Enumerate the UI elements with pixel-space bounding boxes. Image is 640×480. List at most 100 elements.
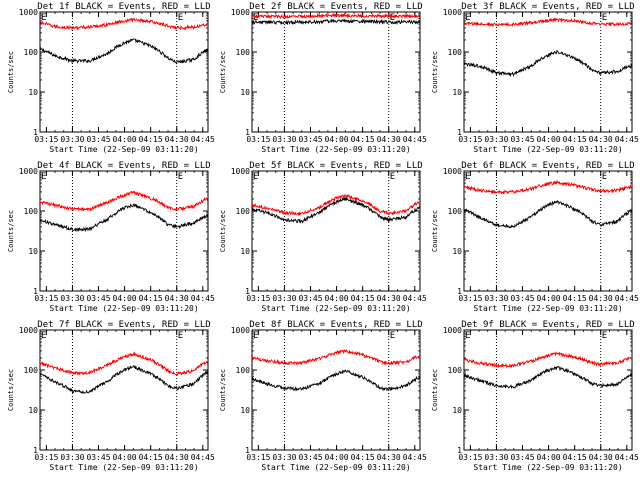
y-tick-label: 10 <box>240 88 250 97</box>
x-tick-label: 04:15 <box>563 135 587 144</box>
y-tick-label: 100 <box>24 366 39 375</box>
lld-series-line <box>40 351 208 377</box>
x-tick-label: 04:45 <box>191 135 215 144</box>
y-tick-label: 1000 <box>443 167 462 176</box>
y-tick-label: 1000 <box>19 326 38 335</box>
panel-det-4: Det 4f BLACK = Events, RED = LLD 1 10 100 10… <box>7 161 215 313</box>
x-tick-label: 03:45 <box>86 135 110 144</box>
y-tick-label: 1000 <box>19 8 38 17</box>
y-tick-label: 10 <box>28 406 38 415</box>
panel-det-5: Det 5f BLACK = Events, RED = LLD 1 10 100 10… <box>219 161 427 313</box>
x-tick-label: 03:30 <box>484 453 508 462</box>
x-tick-label: 04:00 <box>325 135 349 144</box>
x-axis-label: Start Time (22-Sep-09 03:11:20) <box>261 463 410 472</box>
x-tick-label: 04:15 <box>351 453 375 462</box>
events-series-line <box>40 203 208 233</box>
corner-marker-label: E <box>253 331 258 341</box>
y-tick-label: 1 <box>33 287 38 296</box>
x-tick-label: 03:30 <box>60 135 84 144</box>
chart-title: Det 7f BLACK = Events, RED = LLD <box>37 320 210 330</box>
x-tick-label: 03:15 <box>458 453 482 462</box>
lld-series-line <box>40 17 208 31</box>
plot-frame <box>251 170 421 292</box>
plot-frame <box>463 11 633 133</box>
x-tick-label: 04:00 <box>113 135 137 144</box>
x-tick-label: 04:15 <box>563 453 587 462</box>
x-tick-label: 03:45 <box>510 294 534 303</box>
corner-marker-label: E <box>465 331 470 341</box>
y-tick-label: 100 <box>448 207 463 216</box>
x-axis-label: Start Time (22-Sep-09 03:11:20) <box>473 145 622 154</box>
x-tick-label: 03:30 <box>272 453 296 462</box>
time-marker-label: E <box>178 172 183 182</box>
y-tick-label: 1000 <box>443 8 462 17</box>
time-marker-label: E <box>178 331 183 341</box>
chart-title: Det 1f BLACK = Events, RED = LLD <box>37 2 210 12</box>
x-tick-label: 04:30 <box>589 135 613 144</box>
y-tick-label: 100 <box>24 207 39 216</box>
panel-det-9: Det 9f BLACK = Events, RED = LLD 1 10 100 10… <box>431 320 639 472</box>
chart-title: Det 3f BLACK = Events, RED = LLD <box>461 2 634 12</box>
y-tick-label: 100 <box>448 48 463 57</box>
panel-det-8: Det 8f BLACK = Events, RED = LLD 1 10 100 10… <box>219 320 427 472</box>
time-marker-label: E <box>178 13 183 23</box>
lld-series-line <box>464 351 632 369</box>
corner-marker-label: E <box>41 172 46 182</box>
plot-frame <box>251 329 421 451</box>
y-tick-label: 100 <box>24 48 39 57</box>
corner-marker-label: E <box>465 172 470 182</box>
events-series-line <box>252 18 420 26</box>
plot-frame <box>39 329 209 451</box>
x-tick-label: 04:45 <box>615 453 639 462</box>
y-axis-label: Counts/sec <box>7 369 15 411</box>
x-tick-label: 03:30 <box>272 294 296 303</box>
chart-title: Det 6f BLACK = Events, RED = LLD <box>461 161 634 171</box>
y-axis-label: Counts/sec <box>7 210 15 252</box>
plot-frame <box>39 11 209 133</box>
x-tick-label: 04:00 <box>537 294 561 303</box>
x-tick-label: 04:30 <box>165 453 189 462</box>
x-tick-label: 04:45 <box>615 135 639 144</box>
y-tick-label: 10 <box>28 247 38 256</box>
x-tick-label: 04:00 <box>537 453 561 462</box>
plot-frame <box>39 170 209 292</box>
y-tick-label: 10 <box>240 406 250 415</box>
x-tick-label: 04:45 <box>403 294 427 303</box>
corner-marker-label: E <box>41 13 46 23</box>
x-tick-label: 04:15 <box>563 294 587 303</box>
x-tick-label: 04:00 <box>325 453 349 462</box>
time-marker-label: E <box>602 331 607 341</box>
x-tick-label: 03:30 <box>484 294 508 303</box>
x-tick-label: 03:15 <box>458 294 482 303</box>
y-tick-label: 100 <box>448 366 463 375</box>
x-tick-label: 04:45 <box>191 453 215 462</box>
y-tick-label: 100 <box>236 48 251 57</box>
y-tick-label: 1000 <box>231 8 250 17</box>
time-marker-label: E <box>602 13 607 23</box>
x-tick-label: 03:15 <box>458 135 482 144</box>
x-tick-label: 03:45 <box>510 135 534 144</box>
x-tick-label: 04:15 <box>139 135 163 144</box>
time-marker-label: E <box>390 172 395 182</box>
y-tick-label: 1000 <box>231 167 250 176</box>
y-tick-label: 1000 <box>443 326 462 335</box>
events-series-line <box>40 364 208 394</box>
panel-det-6: Det 6f BLACK = Events, RED = LLD 1 10 100 10… <box>431 161 639 313</box>
x-tick-label: 03:30 <box>272 135 296 144</box>
y-axis-label: Counts/sec <box>219 51 227 93</box>
lld-series-line <box>252 12 420 20</box>
events-series-line <box>252 196 420 224</box>
y-tick-label: 10 <box>452 406 462 415</box>
x-tick-label: 04:00 <box>325 294 349 303</box>
x-tick-label: 03:15 <box>34 135 58 144</box>
x-tick-label: 03:30 <box>60 294 84 303</box>
time-marker-label: E <box>390 331 395 341</box>
chart-title: Det 4f BLACK = Events, RED = LLD <box>37 161 210 171</box>
x-tick-label: 04:45 <box>191 294 215 303</box>
x-tick-label: 04:00 <box>537 135 561 144</box>
plot-frame <box>463 170 633 292</box>
panel-det-3: Det 3f BLACK = Events, RED = LLD 1 10 100 10… <box>431 2 639 154</box>
x-tick-label: 04:30 <box>589 453 613 462</box>
chart-title: Det 8f BLACK = Events, RED = LLD <box>249 320 422 330</box>
chart-title: Det 2f BLACK = Events, RED = LLD <box>249 2 422 12</box>
